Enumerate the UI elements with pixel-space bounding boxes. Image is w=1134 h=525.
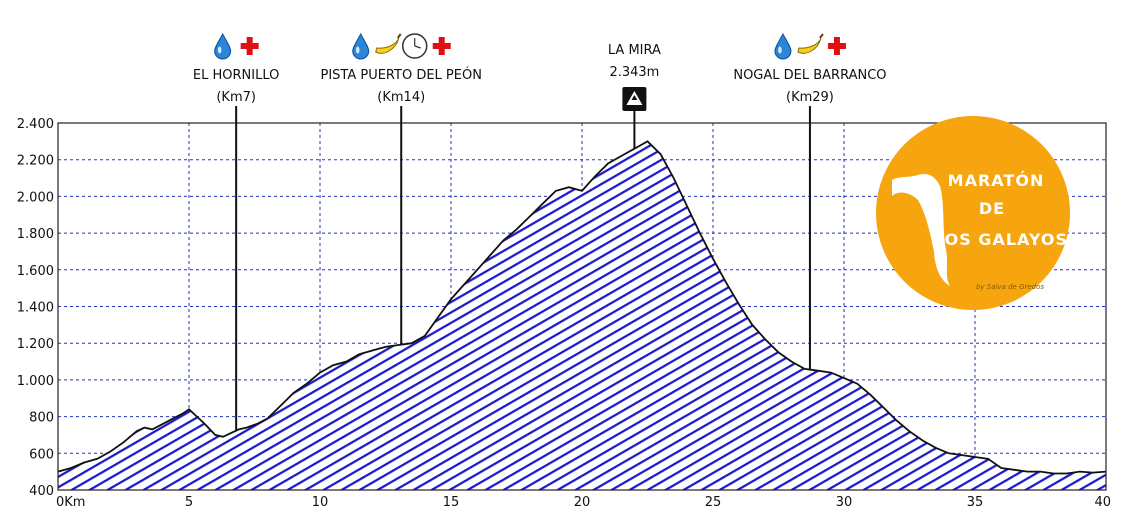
y-axis-ticks: 400 600 800 1.000 1.200 1.400 1.600 1.800 2.000 2… — [17, 117, 54, 499]
x-tick-label: 5 — [185, 495, 193, 510]
aid-station-marker: PISTA PUERTO DEL PEÓN (Km14) — [320, 32, 482, 345]
logo-line-1: MARATÓN — [948, 171, 1045, 190]
water-drop-icon — [352, 32, 370, 60]
x-tick-label: 10 — [312, 495, 329, 510]
aid-station-name: NOGAL DEL BARRANCO — [733, 68, 886, 83]
y-tick-label: 1.400 — [17, 301, 54, 316]
x-tick-label: 25 — [705, 495, 722, 510]
logo-line-3: LOS GALAYOS — [934, 230, 1068, 249]
plot-frame — [57, 122, 1107, 491]
red-cross-icon — [827, 37, 846, 55]
aid-station-marker: NOGAL DEL BARRANCO (Km29) — [733, 32, 887, 370]
x-tick-label: 20 — [574, 495, 591, 510]
y-tick-label: 400 — [29, 484, 54, 499]
water-drop-icon — [774, 32, 792, 60]
clock-icon — [401, 33, 428, 59]
logo-cliff-silhouette — [892, 174, 950, 286]
y-tick-label: 800 — [29, 411, 54, 426]
mountain-peak-icon — [622, 87, 647, 111]
aid-station-name: EL HORNILLO — [193, 68, 279, 83]
y-tick-label: 2.400 — [17, 117, 54, 132]
y-tick-label: 1.600 — [17, 264, 54, 279]
logo-line-2: DE — [979, 199, 1005, 218]
logo-credit: by Salva de Gredos — [976, 283, 1044, 291]
summit-name: LA MIRA — [608, 43, 661, 58]
elevation-area-fill — [58, 141, 1106, 490]
y-tick-label: 2.200 — [17, 154, 54, 169]
y-tick-label: 1.800 — [17, 227, 54, 242]
aid-station-marker: EL HORNILLO (Km7) — [193, 32, 279, 431]
y-tick-label: 1.000 — [17, 374, 54, 389]
aid-station-name: PISTA PUERTO DEL PEÓN — [320, 67, 481, 83]
x-tick-label: 40 — [1094, 495, 1111, 510]
summit-elevation: 2.343m — [609, 65, 659, 80]
red-cross-icon — [240, 37, 259, 55]
x-tick-label: 30 — [836, 495, 853, 510]
red-cross-icon — [432, 37, 451, 55]
elevation-area — [57, 140, 1107, 490]
aid-station-km: (Km14) — [377, 90, 425, 105]
aid-station-km: (Km7) — [216, 90, 256, 105]
race-logo: MARATÓN DE LOS GALAYOS by Salva de Gredo… — [876, 116, 1070, 310]
x-tick-label: 15 — [443, 495, 460, 510]
water-drop-icon — [214, 32, 232, 60]
x-tick-label: 35 — [967, 495, 984, 510]
aid-station-markers: EL HORNILLO (Km7) PISTA PUERTO DEL PEÓN (Km… — [193, 32, 887, 431]
summit-marker: LA MIRA 2.343m — [608, 43, 661, 149]
elevation-line — [57, 140, 1107, 475]
x-axis-ticks: 0Km 5 10 15 20 25 30 35 40 — [56, 495, 1111, 510]
logo-badge — [876, 116, 1070, 310]
banana-icon — [797, 33, 824, 54]
banana-icon — [375, 33, 402, 54]
y-tick-label: 2.000 — [17, 190, 54, 205]
y-tick-label: 1.200 — [17, 337, 54, 352]
aid-station-km: (Km29) — [786, 90, 834, 105]
y-tick-label: 600 — [29, 447, 54, 462]
x-tick-label: 0Km — [56, 495, 85, 510]
